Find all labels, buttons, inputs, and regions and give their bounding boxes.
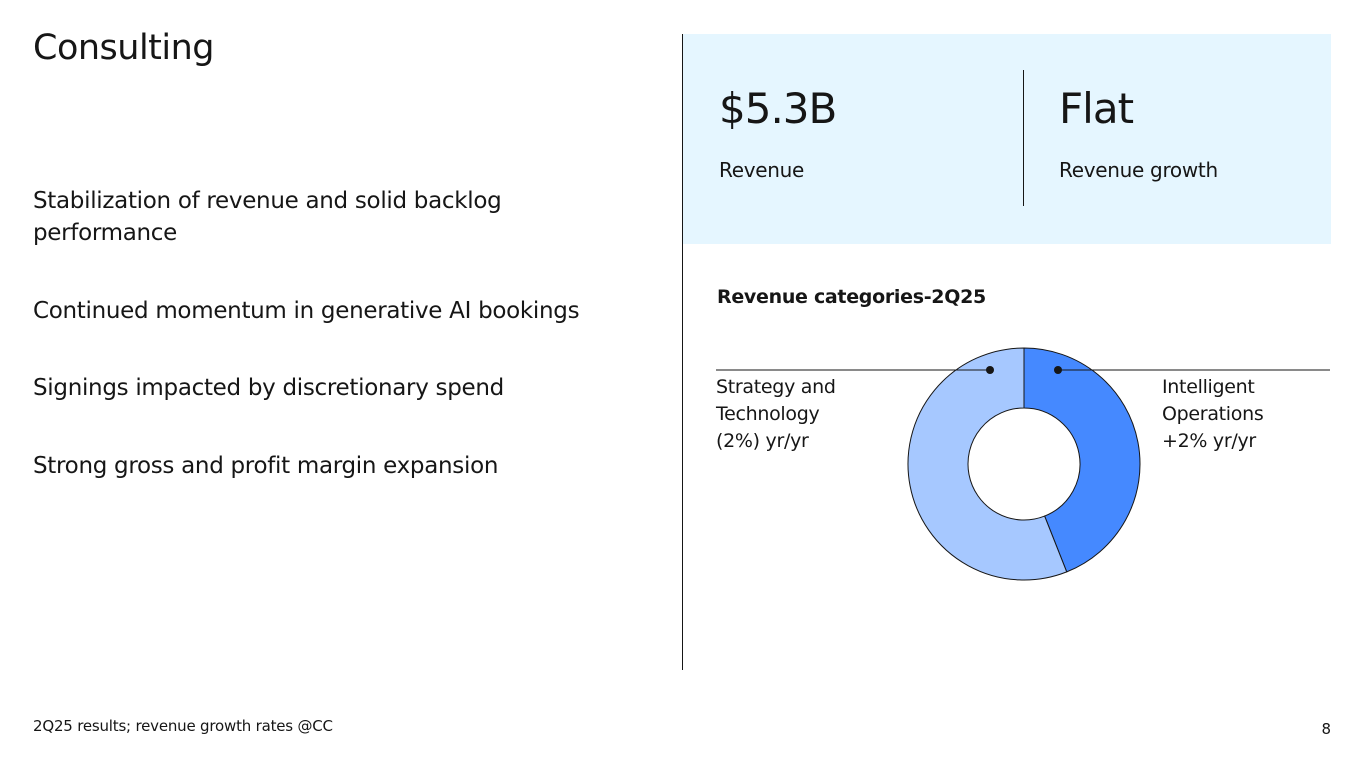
vertical-divider (682, 34, 683, 670)
revenue-growth-label: Revenue growth (1059, 158, 1218, 182)
revenue-label: Revenue (719, 158, 804, 182)
bullet-point: Signings impacted by discretionary spend (33, 375, 504, 401)
bullet-point: Continued momentum in generative AI book… (33, 298, 580, 324)
bullet-point: Stabilization of revenue and solid backl… (33, 188, 502, 246)
revenue-value: $5.3B (719, 84, 837, 133)
slice-label-line: Strategy and (716, 376, 836, 398)
metrics-panel: $5.3B Revenue Flat Revenue growth (683, 34, 1331, 244)
slice-label-line: Intelligent (1162, 376, 1255, 398)
slice-label-line: Operations (1162, 403, 1264, 425)
footnote: 2Q25 results; revenue growth rates @CC (33, 717, 333, 735)
revenue-growth-value: Flat (1059, 84, 1134, 133)
bullet-point: Strong gross and profit margin expansion (33, 453, 499, 479)
metric-divider (1023, 70, 1024, 206)
page-number: 8 (1321, 720, 1331, 738)
chart-title: Revenue categories-2Q25 (717, 286, 986, 308)
donut-slice-0 (1023, 347, 1141, 573)
slice-label-intelligent-operations: Intelligent Operations +2% yr/yr (1162, 374, 1264, 455)
page-title: Consulting (33, 28, 215, 68)
slice-label-line: (2%) yr/yr (716, 430, 809, 452)
slice-label-line: Technology (716, 403, 820, 425)
slice-label-line: +2% yr/yr (1162, 430, 1256, 452)
donut-chart (716, 347, 1330, 581)
leader-dot-left (986, 366, 994, 374)
donut-slice-1 (907, 347, 1068, 581)
leader-dot-right (1054, 366, 1062, 374)
slice-label-strategy-technology: Strategy and Technology (2%) yr/yr (716, 374, 836, 455)
